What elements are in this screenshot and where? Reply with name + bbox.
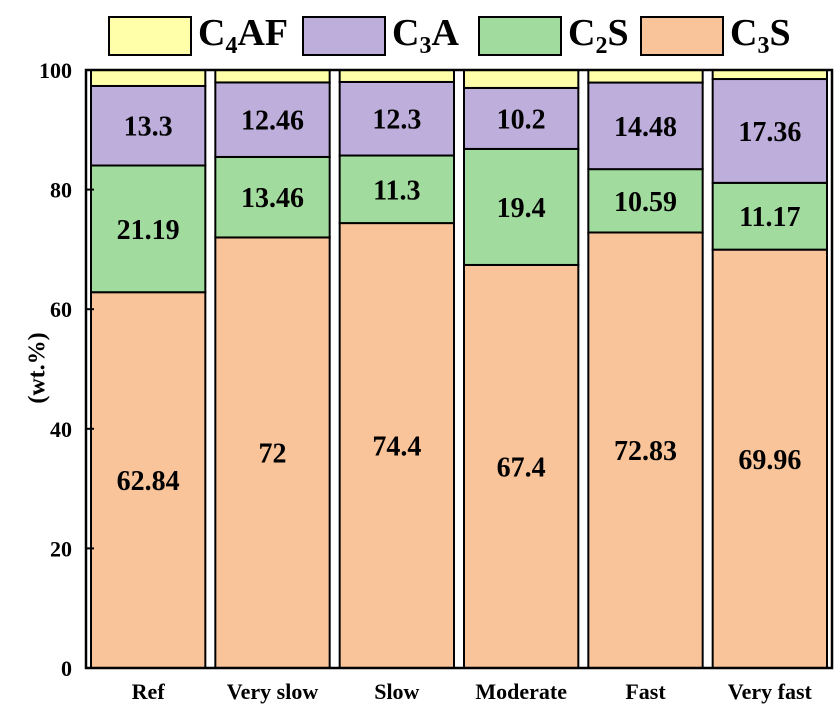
data-label-ref-c3s: 62.84 — [117, 466, 180, 497]
plot-frame — [84, 68, 834, 670]
data-label-very-slow-c3a: 12.46 — [241, 106, 304, 137]
bar-very-fast-c2s — [711, 181, 829, 251]
y-tick-label-20: 20 — [50, 536, 72, 561]
data-label-moderate-c3s: 67.4 — [497, 452, 546, 483]
y-tick-label-80: 80 — [50, 178, 72, 203]
bar-moderate-c3s — [463, 263, 580, 669]
x-tick-label-slow: Slow — [374, 679, 419, 704]
bar-ref-c4af — [90, 69, 207, 87]
legend-swatch-c3a — [302, 16, 386, 56]
bar-very-slow-c3s — [214, 236, 331, 669]
data-label-slow-c2s: 11.3 — [373, 175, 420, 206]
data-label-very-slow-c3s: 72 — [259, 439, 287, 470]
data-label-ref-c2s: 21.19 — [117, 215, 180, 246]
bar-ref-c2s — [90, 164, 207, 294]
data-label-moderate-c3a: 10.2 — [497, 104, 546, 135]
x-tick-label-very-slow: Very slow — [227, 679, 319, 704]
x-tick-label-moderate: Moderate — [475, 679, 567, 704]
data-label-slow-c3s: 74.4 — [372, 432, 421, 463]
y-tick-label-40: 40 — [50, 417, 72, 442]
bar-very-slow-c3a — [214, 81, 331, 158]
bar-very-fast-c3s — [711, 248, 829, 670]
bar-slow-c2s — [338, 154, 455, 225]
legend-label-c4af: C4AF — [198, 12, 289, 59]
legend-label-c2s: C2S — [568, 12, 629, 59]
data-label-very-slow-c2s: 13.46 — [241, 183, 304, 214]
legend-swatch-c4af — [108, 16, 192, 56]
bar-fast-c3s — [587, 231, 704, 669]
legend-label-c3a: C3A — [392, 12, 459, 59]
data-label-slow-c3a: 12.3 — [372, 105, 421, 136]
legend-item-c3a: C3A — [302, 10, 459, 62]
bar-very-slow-c4af — [214, 69, 331, 84]
legend-label-c3s: C3S — [730, 12, 791, 59]
data-label-fast-c3a: 14.48 — [614, 112, 677, 143]
y-tick-label-100: 100 — [39, 58, 72, 83]
bar-ref-c3s — [90, 291, 207, 669]
bar-moderate-c3a — [463, 86, 580, 150]
data-label-very-fast-c3a: 17.36 — [738, 117, 801, 148]
data-label-ref-c3a: 13.3 — [124, 112, 173, 143]
bar-fast-c3a — [587, 81, 704, 171]
legend-swatch-c2s — [478, 16, 562, 56]
legend-item-c2s: C2S — [478, 10, 629, 62]
bar-fast-c4af — [587, 69, 704, 84]
data-label-very-fast-c2s: 11.17 — [739, 202, 800, 233]
data-label-very-fast-c3s: 69.96 — [738, 445, 801, 476]
x-tick-label-very-fast: Very fast — [728, 679, 813, 704]
data-label-moderate-c2s: 19.4 — [497, 193, 546, 224]
x-tick-label-ref: Ref — [132, 679, 166, 704]
bar-slow-c4af — [338, 69, 455, 83]
bar-very-fast-c4af — [711, 69, 829, 81]
bar-very-slow-c2s — [214, 155, 331, 239]
x-tick-label-fast: Fast — [625, 679, 666, 704]
legend-swatch-c3s — [640, 16, 724, 56]
y-tick-label-0: 0 — [61, 656, 72, 681]
data-label-fast-c3s: 72.83 — [614, 436, 677, 467]
y-axis-label: (wt.%) — [24, 332, 51, 404]
legend-item-c4af: C4AF — [108, 10, 288, 62]
data-label-fast-c2s: 10.59 — [614, 187, 677, 218]
bar-moderate-c4af — [463, 69, 580, 89]
bar-moderate-c2s — [463, 147, 580, 266]
legend-item-c3s: C3S — [640, 10, 791, 62]
y-tick-label-60: 60 — [50, 297, 72, 322]
bar-slow-c3a — [338, 80, 455, 157]
bar-very-fast-c3a — [711, 78, 829, 184]
